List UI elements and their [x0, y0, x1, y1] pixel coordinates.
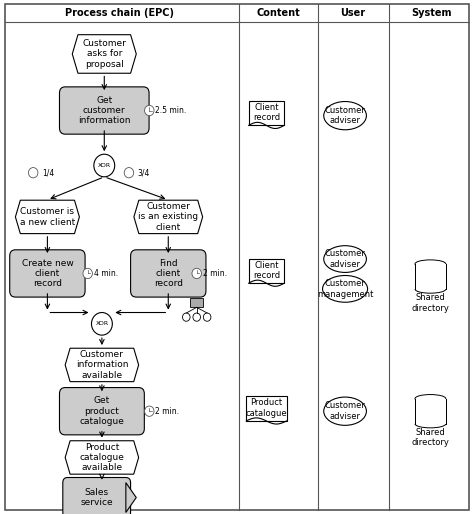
Text: 4 min.: 4 min.	[94, 269, 118, 278]
Ellipse shape	[324, 102, 366, 130]
Text: Get
customer
information: Get customer information	[78, 96, 130, 125]
Ellipse shape	[322, 276, 368, 302]
Bar	[415, 399, 446, 424]
Text: Customer
adviser: Customer adviser	[325, 401, 365, 421]
Text: 2 min.: 2 min.	[203, 269, 227, 278]
Text: Customer
adviser: Customer adviser	[325, 106, 365, 125]
FancyBboxPatch shape	[60, 87, 149, 134]
Text: Customer
management: Customer management	[317, 279, 373, 299]
Ellipse shape	[324, 246, 366, 272]
Text: Client
record: Client record	[253, 261, 280, 280]
Text: Client
record: Client record	[253, 103, 280, 122]
Circle shape	[203, 313, 211, 321]
Text: Find
client
record: Find client record	[154, 259, 183, 288]
Polygon shape	[72, 35, 136, 73]
Text: Content: Content	[256, 8, 300, 18]
Circle shape	[192, 268, 201, 279]
Polygon shape	[16, 200, 80, 233]
FancyBboxPatch shape	[60, 388, 144, 435]
Text: Customer is
a new client: Customer is a new client	[20, 207, 75, 227]
Text: 2 min.: 2 min.	[155, 407, 180, 416]
Text: XOR: XOR	[95, 321, 109, 326]
Text: Shared
directory: Shared directory	[411, 428, 449, 447]
Text: Customer
adviser: Customer adviser	[325, 249, 365, 269]
FancyBboxPatch shape	[10, 250, 85, 297]
Circle shape	[91, 313, 112, 335]
Text: Customer
asks for
proposal: Customer asks for proposal	[82, 39, 126, 69]
Bar	[246, 396, 286, 421]
Text: Create new
client
record: Create new client record	[21, 259, 73, 288]
Text: 2.5 min.: 2.5 min.	[155, 106, 187, 115]
Polygon shape	[134, 200, 202, 233]
Text: XOR: XOR	[98, 163, 111, 168]
Text: 3/4: 3/4	[137, 168, 150, 177]
Text: Process chain (EPC): Process chain (EPC)	[65, 8, 174, 18]
Circle shape	[182, 313, 190, 321]
Circle shape	[28, 168, 38, 178]
Ellipse shape	[415, 260, 446, 268]
Circle shape	[83, 268, 92, 279]
Text: Customer
is an existing
client: Customer is an existing client	[138, 202, 198, 232]
Polygon shape	[126, 483, 137, 512]
Polygon shape	[65, 440, 138, 474]
Ellipse shape	[415, 395, 446, 402]
Circle shape	[124, 168, 134, 178]
Text: User: User	[340, 8, 366, 18]
Ellipse shape	[324, 397, 366, 426]
Polygon shape	[65, 348, 138, 381]
Bar	[248, 101, 284, 125]
Text: Get
product
catalogue: Get product catalogue	[80, 396, 124, 426]
FancyBboxPatch shape	[130, 250, 206, 297]
Bar	[248, 259, 284, 283]
Circle shape	[94, 154, 115, 177]
FancyBboxPatch shape	[63, 478, 130, 514]
Text: Product
catalogue
available: Product catalogue available	[80, 443, 124, 472]
Bar	[190, 298, 203, 307]
Text: System: System	[411, 8, 452, 18]
Circle shape	[145, 406, 154, 416]
Text: Product
catalogue: Product catalogue	[246, 398, 287, 418]
Text: Customer
information
available: Customer information available	[76, 350, 128, 380]
Text: 1/4: 1/4	[42, 168, 54, 177]
Text: Shared
directory: Shared directory	[411, 293, 449, 313]
Circle shape	[145, 105, 154, 116]
Circle shape	[193, 313, 201, 321]
Text: Sales
service: Sales service	[81, 488, 113, 507]
Bar	[415, 264, 446, 289]
